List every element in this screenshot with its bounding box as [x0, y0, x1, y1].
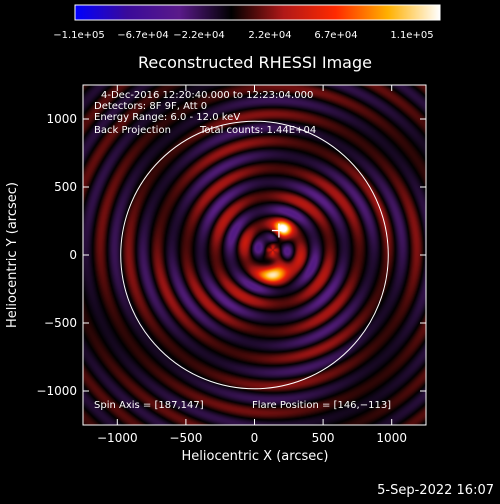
x-axis-ticks: −1000 −500 0 500 1000: [97, 85, 407, 445]
x-axis-label: Heliocentric X (arcsec): [182, 449, 329, 464]
y-tick-label: 0: [69, 248, 77, 262]
colorbar-tick-label: −1.1e+05: [53, 30, 105, 41]
x-tick-label: 500: [312, 431, 335, 445]
heatmap-container: [83, 85, 426, 425]
total-counts-label: Total counts: 1.44E+04: [199, 125, 316, 136]
detectors-label: Detectors: 8F 9F, Att 0: [94, 101, 207, 112]
colorbar-tick-label: 1.1e+05: [390, 30, 433, 41]
colorbar-tick-label: −2.2e+04: [173, 30, 225, 41]
method-label: Back Projection: [94, 125, 171, 136]
colorbar-tick-label: 2.2e+04: [248, 30, 291, 41]
time-range-label: 4-Dec-2016 12:20:40.000 to 12:23:04.000: [101, 90, 313, 101]
y-tick-label: 500: [54, 180, 77, 194]
x-tick-label: −500: [169, 431, 202, 445]
y-tick-label: −1000: [36, 384, 77, 398]
colorbar-ticks: −1.1e+05 −6.7e+04 −2.2e+04 2.2e+04 6.7e+04 1.…: [53, 30, 433, 41]
flare-position-label: Flare Position = [146,−113]: [252, 400, 391, 411]
y-tick-label: −500: [44, 316, 77, 330]
spin-axis-label: Spin Axis = [187,147]: [94, 400, 204, 411]
flare-position-marker: [271, 223, 286, 238]
energy-range-label: Energy Range: 6.0 - 12.0 keV: [94, 112, 240, 123]
x-tick-label: −1000: [97, 431, 138, 445]
colorbar-tick-label: 6.7e+04: [314, 30, 357, 41]
footer-timestamp: 5-Sep-2022 16:07: [377, 483, 494, 498]
x-tick-label: 1000: [376, 431, 407, 445]
x-tick-label: 0: [251, 431, 259, 445]
y-axis-ticks: −1000 −500 0 500 1000: [36, 112, 426, 398]
solar-limb-circle: [120, 120, 389, 390]
colorbar-tick-label: −6.7e+04: [117, 30, 169, 41]
y-tick-label: 1000: [46, 112, 77, 126]
colorbar: [74, 4, 441, 21]
y-axis-label: Heliocentric Y (arcsec): [5, 182, 20, 328]
chart-title: Reconstructed RHESSI Image: [138, 53, 372, 72]
heatmap-image: [83, 85, 426, 425]
